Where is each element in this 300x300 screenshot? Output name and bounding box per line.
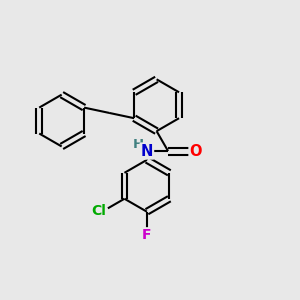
Text: N: N [141, 143, 153, 158]
Text: O: O [190, 143, 202, 158]
Text: H: H [133, 138, 144, 151]
Text: Cl: Cl [91, 204, 106, 218]
Text: F: F [142, 228, 152, 242]
